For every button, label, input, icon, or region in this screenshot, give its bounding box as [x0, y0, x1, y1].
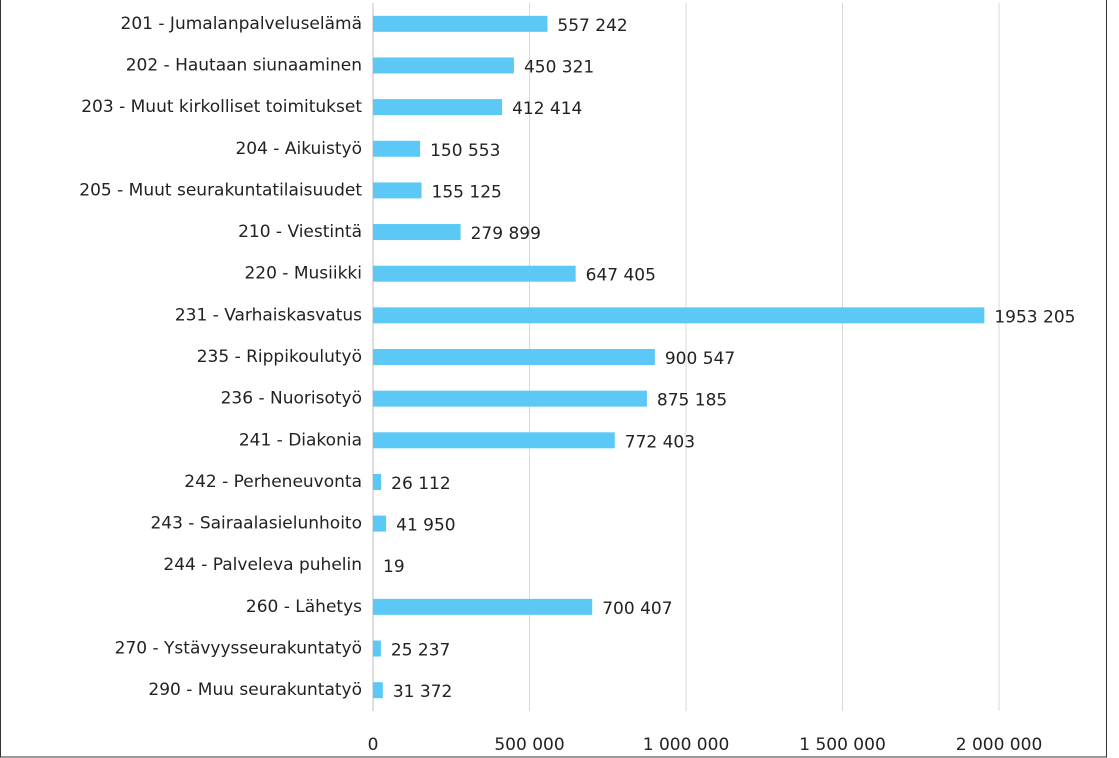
bar	[373, 307, 985, 324]
data-label: 772 403	[625, 432, 695, 452]
x-tick-label: 2 000 000	[956, 735, 1043, 755]
x-tick-label: 1 000 000	[643, 735, 730, 755]
data-label: 412 414	[512, 99, 582, 119]
y-tick-label: 260 - Lähetys	[246, 597, 362, 617]
bar	[373, 265, 576, 282]
y-tick-label: 242 - Perheneuvonta	[184, 472, 362, 492]
data-label: 279 899	[471, 224, 541, 244]
bar	[373, 598, 593, 615]
data-label: 25 237	[391, 641, 450, 661]
y-tick-label: 241 - Diakonia	[239, 430, 362, 450]
y-tick-label: 201 - Jumalanpalveluselämä	[121, 14, 362, 34]
bar	[373, 57, 514, 74]
y-tick-label: 243 - Sairaalasielunhoito	[150, 514, 362, 534]
x-tick-label: 0	[368, 735, 379, 755]
data-label: 647 405	[586, 266, 656, 286]
x-tick-label: 500 000	[494, 735, 564, 755]
bar	[373, 349, 655, 365]
y-tick-label: 235 - Rippikoulutyö	[197, 347, 362, 367]
y-tick-label: 204 - Aikuistyö	[235, 139, 362, 159]
y-tick-label: 203 - Muut kirkolliset toimitukset	[81, 97, 362, 117]
data-label: 155 125	[432, 182, 502, 202]
y-tick-label: 244 - Palveleva puhelin	[163, 555, 362, 575]
bar	[373, 390, 647, 407]
bar	[373, 140, 421, 157]
bar	[373, 15, 548, 32]
data-label: 41 950	[396, 516, 455, 536]
data-label: 900 547	[665, 349, 735, 369]
bar	[373, 182, 422, 199]
data-label: 700 407	[602, 599, 672, 619]
bar	[373, 473, 382, 490]
bar	[373, 515, 387, 532]
bar	[373, 99, 503, 116]
data-label: 19	[383, 557, 405, 577]
data-label: 31 372	[393, 682, 452, 702]
y-tick-label: 290 - Muu seurakuntatyö	[148, 680, 362, 700]
data-label: 450 321	[524, 57, 594, 77]
bar	[373, 682, 383, 699]
y-tick-label: 236 - Nuorisotyö	[221, 389, 362, 409]
y-tick-label: 202 - Hautaan siunaaminen	[126, 55, 362, 75]
y-tick-label: 270 - Ystävyysseurakuntatyö	[115, 639, 362, 659]
data-label: 1953 205	[994, 307, 1075, 327]
bar	[373, 432, 615, 449]
data-label: 875 185	[657, 391, 727, 411]
y-tick-label: 231 - Varhaiskasvatus	[175, 305, 362, 325]
data-label: 557 242	[557, 16, 627, 36]
data-label: 26 112	[391, 474, 450, 494]
bar	[373, 640, 381, 657]
y-tick-label: 210 - Viestintä	[238, 222, 362, 242]
x-tick-label: 1 500 000	[799, 735, 886, 755]
bar	[373, 224, 461, 241]
data-label: 150 553	[430, 141, 500, 161]
y-tick-label: 220 - Musiikki	[244, 264, 362, 284]
y-tick-label: 205 - Muut seurakuntatilaisuudet	[79, 180, 362, 200]
